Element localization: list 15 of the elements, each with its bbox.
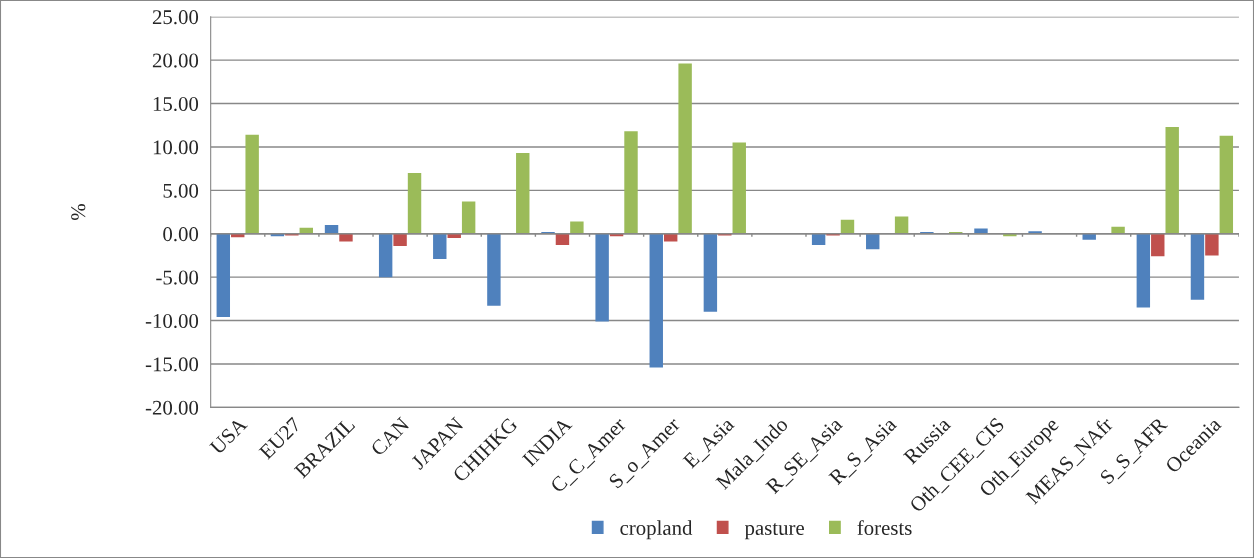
x-tick-label: USA (209, 416, 248, 456)
y-tick-label: 15.00 (153, 96, 199, 112)
y-tick-label: -10.00 (145, 313, 199, 329)
y-tick-label: -5.00 (156, 270, 199, 285)
y-tick-label: 5.00 (163, 183, 199, 198)
legend-label: forests (857, 520, 912, 536)
legend-label: cropland (620, 520, 693, 540)
y-tick-label: 0.00 (163, 227, 199, 242)
y-tick-label: -15.00 (145, 357, 199, 372)
y-tick-label: -20.00 (145, 400, 199, 415)
y-tick-label: 10.00 (153, 140, 199, 155)
y-tick-label: 25.00 (152, 10, 199, 25)
legend-label: pasture (744, 523, 804, 540)
y-axis-title: % (71, 204, 86, 220)
y-tick-label: 20.00 (152, 53, 199, 68)
